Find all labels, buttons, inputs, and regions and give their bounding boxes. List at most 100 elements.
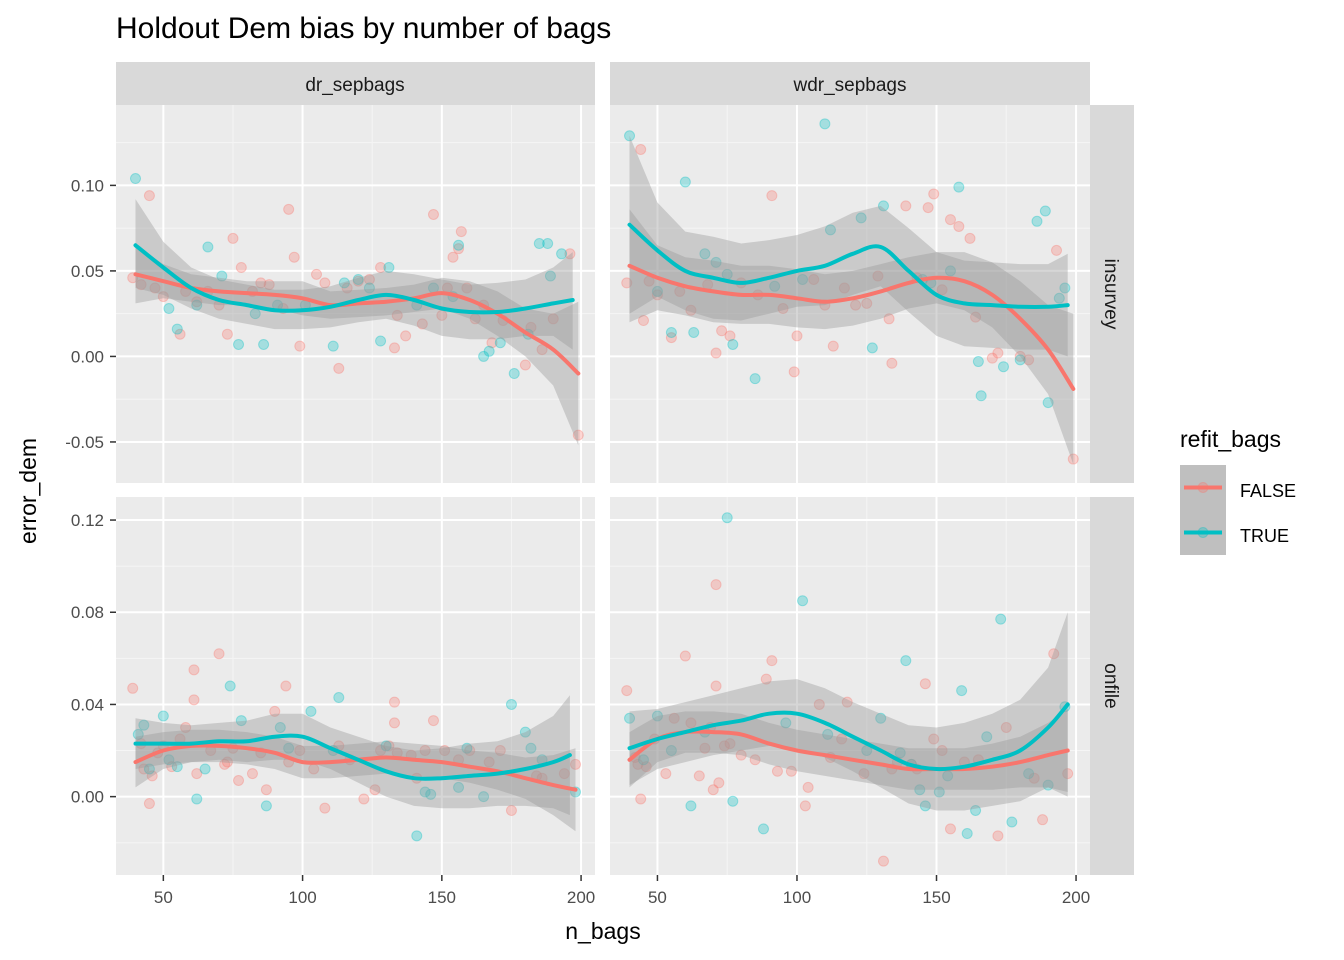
data-point-false [246, 768, 258, 780]
data-point-false [388, 342, 400, 354]
data-point-false [1051, 244, 1063, 256]
data-point-false [191, 768, 203, 780]
data-point-false [808, 273, 820, 285]
data-point-false [269, 705, 281, 717]
data-point-false [221, 328, 233, 340]
data-point-true [508, 368, 520, 380]
data-point-true [157, 710, 169, 722]
data-point-false [375, 261, 387, 273]
data-point-true [163, 754, 175, 766]
confidence-ribbon-false [629, 709, 1068, 792]
legend-label-false: FALSE [1240, 481, 1296, 501]
smooth-line-false [627, 263, 1076, 391]
data-point-false [637, 315, 649, 327]
data-point-true [855, 212, 867, 224]
data-point-true [624, 712, 636, 724]
data-point-true [1014, 354, 1026, 366]
panel-content [127, 648, 582, 842]
panel-content [127, 173, 584, 446]
x-tick-label: 150 [428, 888, 456, 907]
data-point-false [635, 143, 647, 155]
confidence-ribbon-true [629, 612, 1068, 811]
data-point-false [427, 208, 439, 220]
y-tick-label: 0.10 [71, 176, 104, 195]
data-point-true [191, 299, 203, 311]
data-point-false [651, 289, 663, 301]
data-point-true [637, 754, 649, 766]
data-point-true [727, 795, 739, 807]
data-point-false [391, 309, 403, 321]
x-tick-label: 50 [154, 888, 173, 907]
data-point-false [1023, 354, 1035, 366]
data-point-false [665, 332, 677, 344]
data-point-true [199, 763, 211, 775]
x-tick-label: 100 [783, 888, 811, 907]
data-point-false [416, 318, 428, 330]
data-point-false [143, 190, 155, 202]
data-point-false [570, 758, 582, 770]
data-point-false [138, 763, 150, 775]
data-point-false [280, 680, 292, 692]
data-point-false [525, 321, 537, 333]
data-point-false [375, 745, 387, 757]
data-point-false [919, 678, 931, 690]
panel-wdr_sepbags-onfile [610, 497, 1090, 875]
data-point-true [419, 786, 431, 798]
data-point-false [146, 770, 158, 782]
data-point-false [791, 330, 803, 342]
data-point-true [556, 248, 568, 260]
data-point-false [427, 715, 439, 727]
data-point-false [213, 648, 225, 660]
data-point-true [260, 800, 272, 812]
y-tick-label: 0.05 [71, 262, 104, 281]
facet-panels [116, 105, 1090, 875]
data-point-false [710, 347, 722, 359]
data-point-false [358, 793, 370, 805]
data-point-true [235, 715, 247, 727]
panel-background [116, 105, 595, 483]
data-point-false [685, 717, 697, 729]
x-tick-label: 200 [1062, 888, 1090, 907]
data-point-true [824, 224, 836, 236]
data-point-true [769, 280, 781, 292]
data-point-false [621, 685, 633, 697]
x-tick-label: 100 [288, 888, 316, 907]
data-point-false [693, 770, 705, 782]
data-point-true [305, 705, 317, 717]
data-point-false [135, 279, 147, 291]
data-point-false [707, 784, 719, 796]
y-tick-label: 0.12 [71, 511, 104, 530]
data-point-false [735, 749, 747, 761]
data-point-false [802, 781, 814, 793]
data-point-true [665, 745, 677, 757]
data-point-true [972, 356, 984, 368]
data-point-true [283, 742, 295, 754]
data-point-false [1048, 648, 1060, 660]
y-tick-label: 0.00 [71, 788, 104, 807]
data-point-true [1039, 205, 1051, 217]
x-tick-label: 200 [567, 888, 595, 907]
data-point-true [1006, 816, 1018, 828]
data-point-false [461, 282, 473, 294]
y-tick-label: 0.04 [71, 695, 104, 714]
data-point-true [933, 786, 945, 798]
data-point-true [780, 717, 792, 729]
data-point-true [375, 335, 387, 347]
data-point-false [564, 248, 576, 260]
data-point-true [519, 726, 531, 738]
data-point-true [132, 728, 144, 740]
smooth-line-true [133, 243, 575, 315]
smooth-line-true [627, 222, 1070, 310]
data-point-false [944, 823, 956, 835]
data-point-true [483, 345, 495, 357]
data-point-true [997, 361, 1009, 373]
smooth-line-true [133, 733, 572, 781]
data-point-true [202, 241, 214, 253]
data-point-true [425, 788, 437, 800]
legend-title: refit_bags [1180, 426, 1281, 452]
data-point-true [624, 130, 636, 142]
data-point-false [766, 190, 778, 202]
data-point-false [464, 745, 476, 757]
data-point-false [936, 745, 948, 757]
data-point-false [1000, 721, 1012, 733]
